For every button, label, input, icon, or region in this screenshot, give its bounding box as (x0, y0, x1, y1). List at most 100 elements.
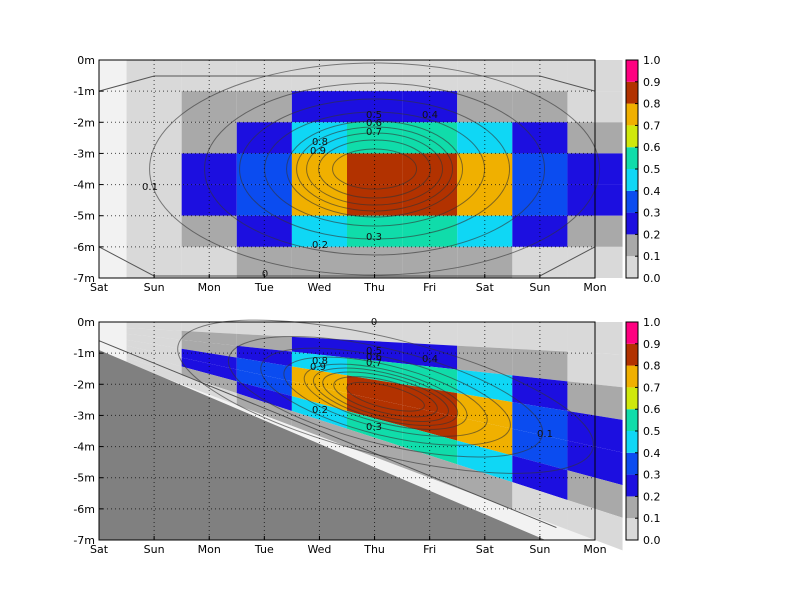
heatmap-cell (236, 345, 292, 367)
colorbar-segment (626, 256, 638, 278)
colorbar-tick-label: 0.5 (643, 163, 661, 176)
colorbar-tick-label: 0.1 (643, 250, 661, 263)
colorbar-tick-label: 0.9 (643, 338, 661, 351)
y-tick-label: -7m (73, 272, 95, 285)
contour-label: 0.8 (312, 356, 328, 367)
x-tick-label: Sun (144, 543, 165, 556)
colorbar-tick-label: 0.9 (643, 76, 661, 89)
heatmap-cell (236, 357, 292, 382)
x-tick-label: Tue (254, 543, 274, 556)
heatmap-cell (236, 322, 292, 337)
colorbar-tick-label: 0.8 (643, 98, 661, 111)
outer-contour-line (98, 75, 596, 92)
x-tick-label: Thu (363, 281, 385, 294)
plot-frame (98, 321, 596, 541)
colorbar-segment (626, 147, 638, 169)
contour-line (303, 363, 468, 430)
heatmap-cell (181, 246, 237, 278)
contour-label: 0.7 (366, 127, 382, 138)
outer-contour-line (98, 246, 596, 277)
colorbar-segment (626, 60, 638, 82)
contour-label: 0.5 (366, 110, 382, 121)
x-tick-label: Wed (307, 281, 331, 294)
y-tick-label: 0m (77, 54, 95, 67)
y-tick-label: -1m (73, 347, 95, 360)
heatmap-cell (126, 246, 182, 278)
colorbar-segment (626, 452, 638, 475)
contour-line (333, 376, 438, 418)
heatmap-cell (181, 348, 237, 370)
x-tick-label: Thu (363, 543, 385, 556)
x-tick-label: Wed (307, 543, 331, 556)
top-heatmap-panel: 0.50.60.7 0.80.9 0.4 0.2 0.3 0.1 0 Sat Sun Mon Tue… (73, 54, 623, 294)
heatmap-cell (402, 342, 458, 370)
heatmap-cell (347, 410, 403, 447)
contour-label: 0.3 (366, 232, 382, 243)
x-tick-label: Fri (423, 281, 436, 294)
x-tick-label: Sun (144, 281, 165, 294)
outer-contour-line (98, 340, 557, 529)
colorbar-segment (626, 474, 638, 497)
colorbar-segment (626, 103, 638, 126)
contour-line (296, 126, 454, 212)
y-tick-label: -5m (73, 472, 95, 485)
y-tick-label: -4m (73, 441, 95, 454)
contour-label: 0.2 (312, 405, 328, 416)
y-tick-label: -7m (73, 534, 95, 547)
x-tick-label: Sun (529, 281, 550, 294)
contour-label: 0 (262, 269, 268, 280)
colorbar-segment (626, 496, 638, 519)
heatmap-cell (126, 345, 182, 367)
heatmap-cell (126, 91, 182, 123)
y-tick-label: -3m (73, 409, 95, 422)
heatmap-cell (457, 440, 513, 483)
colorbar-segment (626, 190, 638, 213)
heatmap-cell (181, 322, 237, 334)
contour-line (239, 98, 511, 240)
heatmap-cell (181, 366, 237, 394)
heatmap-cell (126, 327, 182, 340)
colorbar-segment (626, 212, 638, 235)
heatmap-cell (236, 393, 292, 426)
heatmap-cell (512, 482, 568, 530)
y-tick-label: -5m (73, 210, 95, 223)
colorbar-segment (626, 431, 638, 453)
y-tick-label: -6m (73, 241, 95, 254)
contour-label: 0.5 (366, 346, 382, 357)
heatmap-cell (291, 410, 347, 447)
colorbar-segment (626, 81, 638, 104)
x-tick-label: Mon (583, 281, 606, 294)
contour-line (312, 367, 459, 426)
colorbar-tick-label: 0.0 (643, 272, 661, 285)
colorbar-tick-label: 0.2 (643, 228, 661, 241)
bottom-colorbar: 0.0 0.1 0.2 0.3 0.4 0.5 0.6 0.7 0.8 0.9 1.0 (625, 316, 661, 547)
contour-label: 0.6 (366, 352, 382, 363)
colorbar-tick-label: 0.8 (643, 360, 661, 373)
contour-line (283, 356, 488, 437)
x-tick-label: Sat (476, 543, 495, 556)
y-tick-label: -2m (73, 378, 95, 391)
x-tick-label: Tue (254, 281, 274, 294)
heatmap-cell (512, 322, 568, 352)
heatmap-cell (291, 381, 347, 411)
top-colorbar: 0.0 0.1 0.2 0.3 0.4 0.5 0.6 0.7 0.8 0.9 1.0 (625, 54, 661, 285)
contour-line (322, 371, 449, 423)
colorbar-segment (626, 169, 638, 191)
heatmap-cell (181, 357, 237, 382)
x-tick-label: Sat (90, 281, 109, 294)
x-tick-label: Sat (476, 281, 495, 294)
heatmap-cell (512, 402, 568, 441)
heatmap-cell (457, 322, 513, 349)
y-tick-label: -3m (73, 147, 95, 160)
heatmap-cell (457, 246, 513, 278)
y-tick-label: -6m (73, 503, 95, 516)
colorbar-segment (626, 234, 638, 257)
contour-label: 0.1 (537, 429, 553, 440)
y-tick-label: 0m (77, 316, 95, 329)
colorbar-tick-label: 0.5 (643, 425, 661, 438)
contour-line (260, 347, 511, 446)
contour-label: 0.2 (312, 240, 328, 251)
colorbar-segment (626, 409, 638, 431)
colorbar-segment (626, 125, 638, 148)
colorbar-tick-label: 0.2 (643, 490, 661, 503)
